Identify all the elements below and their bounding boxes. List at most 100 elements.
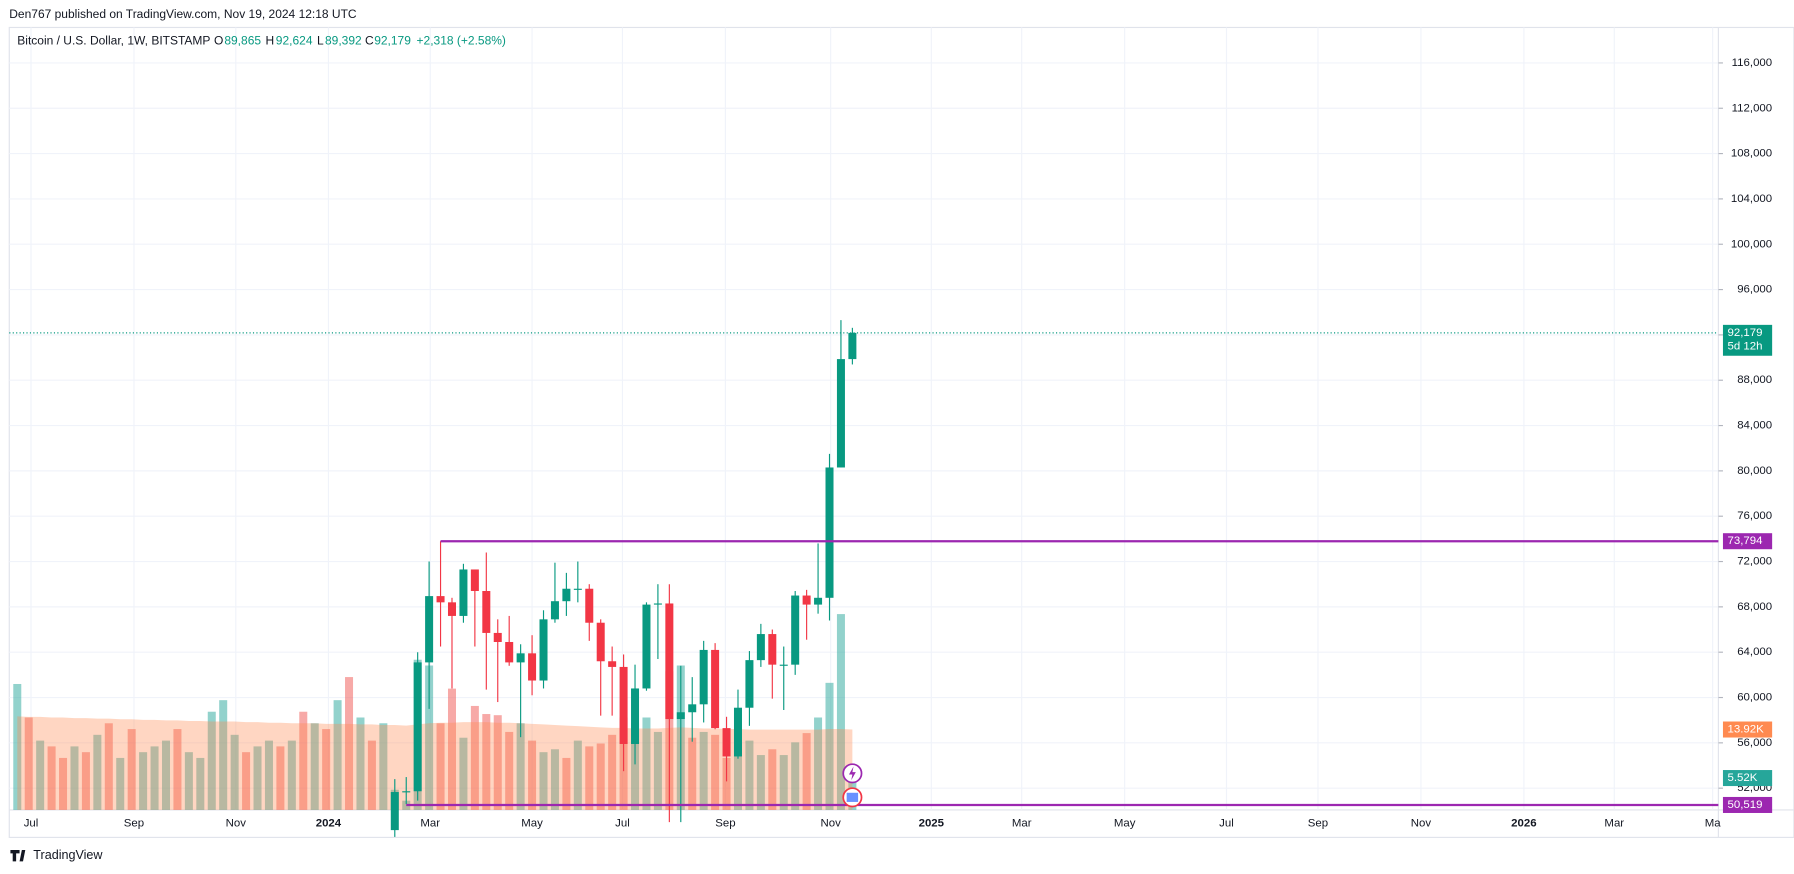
legend: Bitcoin / U.S. Dollar, 1W, BITSTAMP O 89…: [17, 33, 506, 47]
open-value: 89,865: [224, 33, 261, 47]
volume-bar: [688, 737, 697, 810]
volume-bar: [299, 711, 308, 810]
candle-body: [390, 792, 399, 831]
x-tick-label: 2024: [316, 818, 342, 830]
volume-ma-tag: [1722, 721, 1773, 738]
flag: [846, 792, 859, 802]
volume-bar: [733, 743, 742, 810]
volume-bar: [631, 723, 640, 810]
low-label: L: [317, 33, 324, 47]
overlays: 92,179 5d 12h 73,794 50,519 13.92K 5.52K: [9, 324, 1773, 813]
candle-body: [436, 596, 445, 603]
candle-body: [642, 604, 651, 689]
volume-bar: [264, 740, 273, 810]
candle-body: [665, 603, 674, 720]
x-tick-label: Jul: [615, 818, 630, 830]
last-price-tag: [1722, 324, 1773, 356]
volume-bar: [493, 715, 502, 810]
candle-body: [528, 653, 537, 681]
volume-bar: [539, 752, 548, 810]
x-tick-label: Jul: [24, 818, 39, 830]
volume-bar: [81, 752, 90, 810]
y-tick-label: 104,000: [1731, 193, 1772, 205]
x-tick-label: Jul: [1219, 818, 1234, 830]
lightning: [848, 766, 856, 781]
volume-bar: [287, 740, 296, 810]
volume-bar: [356, 717, 365, 810]
volume-bar: [47, 746, 56, 810]
x-tick-label: Nov: [820, 818, 841, 830]
volume-bar: [139, 752, 148, 810]
symbol: Bitcoin / U.S. Dollar, 1W, BITSTAMP: [17, 33, 210, 47]
volume-bar: [173, 729, 182, 810]
x-tick-label: Sep: [124, 818, 144, 830]
x-tick-label: Nov: [1411, 818, 1432, 830]
volume-bar: [436, 723, 445, 810]
candle-body: [539, 619, 548, 681]
candle-body: [848, 332, 857, 360]
volume-bar: [379, 723, 388, 810]
candle-body: [413, 662, 422, 792]
candle-body: [459, 569, 468, 616]
close-label: C: [365, 33, 374, 47]
volume-bar: [505, 731, 514, 810]
candle-body: [676, 712, 685, 720]
volume-bar: [253, 746, 262, 810]
footer-logo: TradingView: [10, 848, 103, 862]
volume-bar: [207, 711, 216, 810]
volume-bar: [93, 734, 102, 810]
volume-bar: [36, 740, 45, 810]
volume-bar: [184, 752, 193, 810]
volume-bar: [608, 734, 617, 810]
candle-body: [573, 588, 582, 590]
volume-bar: [482, 714, 491, 810]
candle-body: [550, 601, 559, 620]
volume-bar: [425, 665, 434, 810]
volume-bar: [573, 740, 582, 810]
volume-bar: [116, 757, 125, 810]
volume-bar: [779, 755, 788, 810]
high-value: 92,624: [276, 33, 313, 47]
candle-body: [836, 359, 845, 468]
y-tick-label: 64,000: [1737, 646, 1772, 658]
candle-body: [791, 595, 800, 665]
volume-bar: [161, 740, 171, 810]
y-tick-label: 84,000: [1737, 420, 1772, 432]
volume-bar: [345, 677, 354, 810]
publisher-note: Den767 published on TradingView.com, Nov…: [9, 7, 357, 21]
candle-body: [745, 660, 754, 708]
candle-body: [768, 634, 777, 665]
volume-bar: [836, 614, 845, 810]
x-tick-label: Mar: [1012, 818, 1032, 830]
volume-bar: [768, 749, 777, 810]
volume-bar: [447, 688, 456, 810]
candle-body: [425, 596, 434, 663]
volume-bar: [310, 723, 319, 810]
volume-pane: [13, 614, 857, 810]
volume-bar: [642, 717, 651, 810]
volume-bar: [585, 746, 594, 810]
event-icons: [842, 763, 863, 808]
volume-bar: [711, 734, 720, 810]
volume-ma-area: [17, 716, 853, 810]
volume-bar: [814, 717, 823, 810]
x-tick-label: May: [521, 818, 543, 830]
y-tick-label: 100,000: [1731, 238, 1772, 250]
candle-body: [619, 666, 628, 744]
volume-bar: [322, 729, 331, 810]
volume-bar: [276, 746, 285, 810]
y-tick-label: 112,000: [1732, 102, 1772, 114]
volume-bar: [242, 752, 251, 810]
y-tick-label: 108,000: [1731, 148, 1772, 160]
candle-body: [608, 661, 617, 667]
volume-bar: [470, 705, 479, 810]
volume-bar: [127, 729, 136, 810]
volume-bar: [367, 740, 376, 810]
candle-body: [482, 591, 491, 633]
volume-bar: [70, 746, 79, 810]
close-value: 92,179: [374, 33, 411, 47]
y-tick-label: 72,000: [1737, 556, 1772, 568]
volume-bar: [802, 733, 811, 810]
volume-bar: [230, 734, 239, 810]
y-tick-label: 56,000: [1737, 737, 1772, 749]
